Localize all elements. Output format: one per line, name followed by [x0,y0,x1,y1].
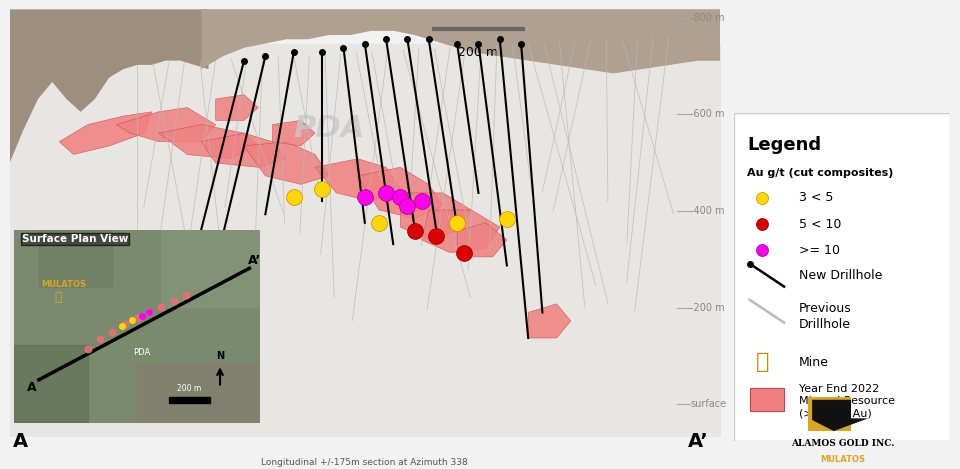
Point [428,232,444,239]
Polygon shape [202,9,720,69]
Text: A’: A’ [248,254,261,267]
Point [393,193,408,201]
Point [755,194,770,202]
Text: MULATOS: MULATOS [820,455,865,464]
Text: A: A [27,381,36,394]
Point [80,345,96,353]
Polygon shape [202,9,720,74]
Text: Mine: Mine [799,356,829,369]
Text: 5 < 10: 5 < 10 [799,218,842,231]
Text: PDA: PDA [294,114,365,144]
FancyBboxPatch shape [750,388,784,411]
Point [357,193,372,201]
Polygon shape [116,107,216,142]
Point [399,202,415,210]
Text: 200 m: 200 m [459,45,498,59]
Text: Year End 2022
Mineral Resource
(>2.5 g/t Au): Year End 2022 Mineral Resource (>2.5 g/t… [799,384,895,419]
Text: A’: A’ [688,432,708,451]
Point [166,297,181,305]
Text: PDA: PDA [133,348,151,357]
Point [286,193,301,201]
Point [134,312,150,320]
Text: Surface Plan View: Surface Plan View [22,234,128,244]
Polygon shape [202,133,287,167]
Text: N: N [216,350,224,361]
Text: -600 m: -600 m [690,109,725,120]
Point [141,309,156,316]
Text: 3 < 5: 3 < 5 [799,191,833,204]
Polygon shape [421,210,500,253]
Point [141,309,156,316]
Text: 200 m: 200 m [178,384,202,393]
Point [129,315,145,322]
Point [414,198,429,205]
Point [179,291,194,299]
Polygon shape [273,121,315,146]
Point [449,219,465,227]
Polygon shape [358,167,443,219]
Polygon shape [216,95,258,121]
Point [315,185,330,192]
Text: ⛏: ⛏ [35,283,48,303]
FancyBboxPatch shape [808,397,851,431]
Point [92,336,108,343]
Polygon shape [60,112,152,154]
Polygon shape [457,223,507,257]
Text: MULATOS
OPEN PIT: MULATOS OPEN PIT [27,363,91,393]
Polygon shape [812,400,868,431]
Point [124,317,139,324]
Point [117,320,132,328]
Text: Legend: Legend [747,136,822,153]
Text: Au g/t (cut composites): Au g/t (cut composites) [747,168,894,178]
Text: -400 m: -400 m [690,206,725,216]
Text: MULATOS: MULATOS [41,280,85,289]
Point [755,247,770,254]
Text: A: A [13,432,28,451]
Text: >= 10: >= 10 [799,244,840,257]
Text: ALAMOS GOLD INC.: ALAMOS GOLD INC. [791,439,894,448]
Text: ⛏: ⛏ [756,352,769,372]
Point [105,328,120,335]
Polygon shape [244,142,329,184]
Text: surface: surface [690,399,727,409]
Polygon shape [10,9,208,163]
Text: ⛏: ⛏ [55,291,62,304]
Text: -800 m: -800 m [690,13,725,23]
Point [154,303,169,310]
Text: New Drillhole: New Drillhole [799,269,882,281]
Text: Longitudinal +/-175m section at Azimuth 338: Longitudinal +/-175m section at Azimuth … [261,458,468,467]
FancyBboxPatch shape [734,113,950,441]
Point [755,220,770,228]
Text: -200 m: -200 m [690,303,725,313]
Polygon shape [315,159,400,202]
Polygon shape [528,304,571,338]
Point [457,249,472,257]
Text: Previous
Drillhole: Previous Drillhole [799,302,852,331]
Point [114,322,130,330]
Point [499,215,515,222]
Point [372,219,387,227]
Point [407,227,422,235]
Polygon shape [400,193,471,240]
Polygon shape [158,125,258,159]
Point [378,189,394,197]
